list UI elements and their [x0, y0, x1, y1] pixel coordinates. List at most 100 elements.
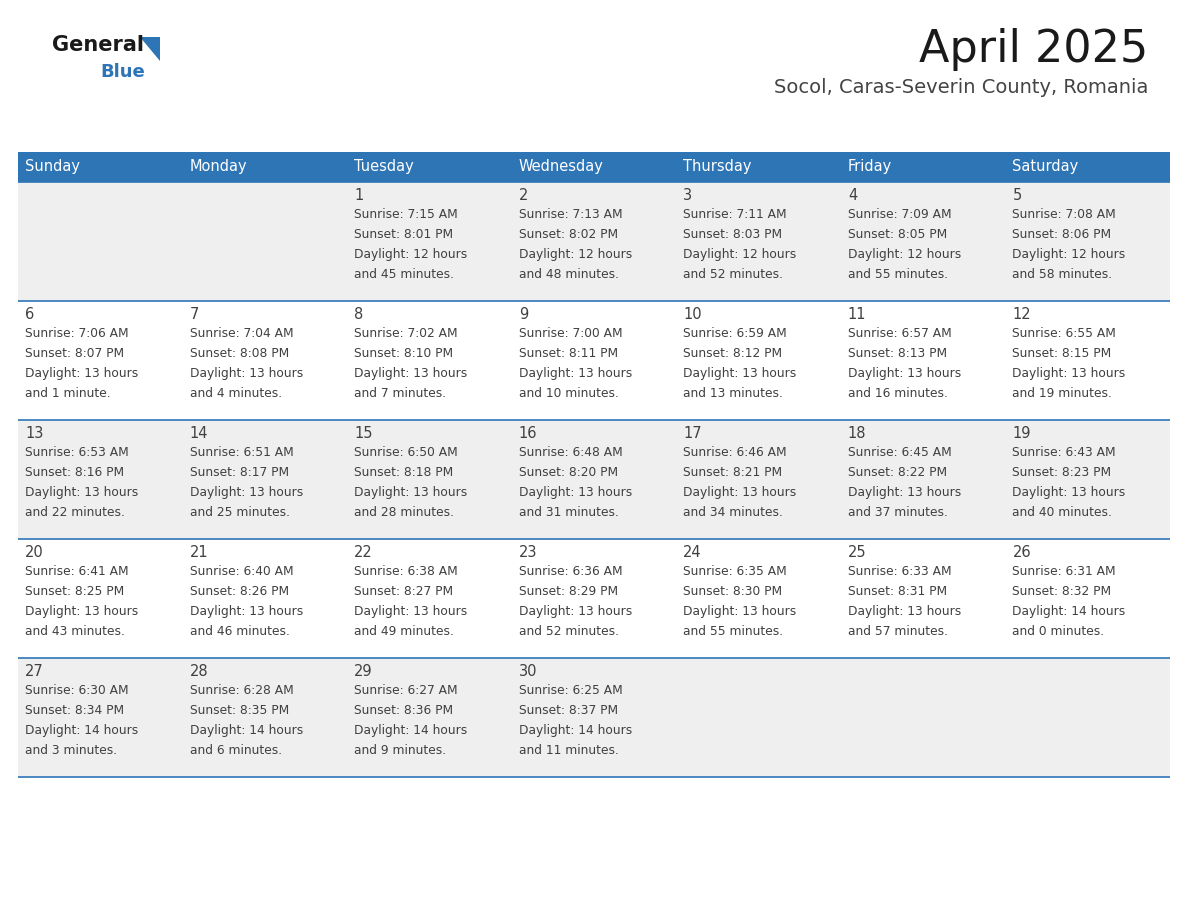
Text: Sunset: 8:29 PM: Sunset: 8:29 PM: [519, 585, 618, 598]
Text: and 46 minutes.: and 46 minutes.: [190, 625, 290, 638]
Text: and 25 minutes.: and 25 minutes.: [190, 506, 290, 519]
Text: Sunrise: 6:27 AM: Sunrise: 6:27 AM: [354, 684, 457, 697]
Text: 8: 8: [354, 307, 364, 322]
Text: Sunrise: 6:28 AM: Sunrise: 6:28 AM: [190, 684, 293, 697]
Bar: [676, 152, 841, 182]
Text: Daylight: 13 hours: Daylight: 13 hours: [354, 367, 467, 380]
Text: Socol, Caras-Severin County, Romania: Socol, Caras-Severin County, Romania: [773, 78, 1148, 97]
Text: Sunset: 8:08 PM: Sunset: 8:08 PM: [190, 347, 289, 360]
Text: Sunday: Sunday: [25, 160, 80, 174]
Text: and 45 minutes.: and 45 minutes.: [354, 268, 454, 281]
Text: Sunrise: 7:15 AM: Sunrise: 7:15 AM: [354, 208, 457, 221]
Bar: [18, 152, 183, 182]
Text: Daylight: 13 hours: Daylight: 13 hours: [848, 367, 961, 380]
Text: 24: 24: [683, 545, 702, 560]
Text: Sunset: 8:01 PM: Sunset: 8:01 PM: [354, 228, 454, 241]
Bar: [183, 152, 347, 182]
Text: and 58 minutes.: and 58 minutes.: [1012, 268, 1112, 281]
Text: Sunset: 8:10 PM: Sunset: 8:10 PM: [354, 347, 454, 360]
Text: Sunset: 8:05 PM: Sunset: 8:05 PM: [848, 228, 947, 241]
Bar: [841, 152, 1005, 182]
Bar: [1005, 152, 1170, 182]
Text: Sunset: 8:26 PM: Sunset: 8:26 PM: [190, 585, 289, 598]
Text: Daylight: 13 hours: Daylight: 13 hours: [683, 486, 796, 499]
Text: Sunrise: 7:00 AM: Sunrise: 7:00 AM: [519, 327, 623, 340]
Bar: [18, 301, 1170, 420]
Text: and 1 minute.: and 1 minute.: [25, 387, 110, 400]
Text: Sunrise: 6:46 AM: Sunrise: 6:46 AM: [683, 446, 786, 459]
Text: Sunrise: 6:38 AM: Sunrise: 6:38 AM: [354, 565, 457, 578]
Text: Sunset: 8:17 PM: Sunset: 8:17 PM: [190, 466, 289, 479]
Bar: [347, 152, 512, 182]
Text: 19: 19: [1012, 426, 1031, 441]
Text: and 48 minutes.: and 48 minutes.: [519, 268, 619, 281]
Text: 22: 22: [354, 545, 373, 560]
Text: Sunset: 8:02 PM: Sunset: 8:02 PM: [519, 228, 618, 241]
Text: Sunset: 8:37 PM: Sunset: 8:37 PM: [519, 704, 618, 717]
Text: Daylight: 13 hours: Daylight: 13 hours: [25, 605, 138, 618]
Text: 21: 21: [190, 545, 208, 560]
Text: Sunset: 8:35 PM: Sunset: 8:35 PM: [190, 704, 289, 717]
Text: Daylight: 13 hours: Daylight: 13 hours: [354, 486, 467, 499]
Text: Sunset: 8:30 PM: Sunset: 8:30 PM: [683, 585, 783, 598]
Text: Daylight: 14 hours: Daylight: 14 hours: [25, 724, 138, 737]
Text: Daylight: 12 hours: Daylight: 12 hours: [519, 248, 632, 261]
Text: Sunrise: 6:45 AM: Sunrise: 6:45 AM: [848, 446, 952, 459]
Text: 2: 2: [519, 188, 529, 203]
Text: Sunset: 8:21 PM: Sunset: 8:21 PM: [683, 466, 783, 479]
Text: Sunrise: 7:13 AM: Sunrise: 7:13 AM: [519, 208, 623, 221]
Text: 11: 11: [848, 307, 866, 322]
Text: Sunrise: 7:04 AM: Sunrise: 7:04 AM: [190, 327, 293, 340]
Text: Daylight: 13 hours: Daylight: 13 hours: [683, 367, 796, 380]
Bar: [18, 182, 1170, 301]
Text: and 28 minutes.: and 28 minutes.: [354, 506, 454, 519]
Text: Sunrise: 6:36 AM: Sunrise: 6:36 AM: [519, 565, 623, 578]
Text: Sunrise: 7:06 AM: Sunrise: 7:06 AM: [25, 327, 128, 340]
Text: 20: 20: [25, 545, 44, 560]
Text: Sunrise: 6:43 AM: Sunrise: 6:43 AM: [1012, 446, 1116, 459]
Bar: [18, 539, 1170, 658]
Text: 18: 18: [848, 426, 866, 441]
Text: Daylight: 13 hours: Daylight: 13 hours: [190, 367, 303, 380]
Bar: [18, 420, 1170, 539]
Text: Sunrise: 7:11 AM: Sunrise: 7:11 AM: [683, 208, 786, 221]
Text: 30: 30: [519, 664, 537, 679]
Text: and 11 minutes.: and 11 minutes.: [519, 744, 619, 757]
Text: 3: 3: [683, 188, 693, 203]
Text: and 57 minutes.: and 57 minutes.: [848, 625, 948, 638]
Text: Sunrise: 6:48 AM: Sunrise: 6:48 AM: [519, 446, 623, 459]
Text: Sunset: 8:11 PM: Sunset: 8:11 PM: [519, 347, 618, 360]
Text: and 31 minutes.: and 31 minutes.: [519, 506, 619, 519]
Text: Sunset: 8:13 PM: Sunset: 8:13 PM: [848, 347, 947, 360]
Text: and 6 minutes.: and 6 minutes.: [190, 744, 282, 757]
Text: Sunset: 8:22 PM: Sunset: 8:22 PM: [848, 466, 947, 479]
Text: 5: 5: [1012, 188, 1022, 203]
Text: Sunrise: 6:59 AM: Sunrise: 6:59 AM: [683, 327, 786, 340]
Text: Sunset: 8:15 PM: Sunset: 8:15 PM: [1012, 347, 1112, 360]
Text: and 7 minutes.: and 7 minutes.: [354, 387, 447, 400]
Text: Friday: Friday: [848, 160, 892, 174]
Text: and 10 minutes.: and 10 minutes.: [519, 387, 619, 400]
Text: Daylight: 13 hours: Daylight: 13 hours: [25, 367, 138, 380]
Text: and 43 minutes.: and 43 minutes.: [25, 625, 125, 638]
Text: Sunrise: 6:35 AM: Sunrise: 6:35 AM: [683, 565, 786, 578]
Text: 13: 13: [25, 426, 44, 441]
Text: Sunrise: 6:53 AM: Sunrise: 6:53 AM: [25, 446, 128, 459]
Text: Daylight: 12 hours: Daylight: 12 hours: [683, 248, 796, 261]
Text: Daylight: 13 hours: Daylight: 13 hours: [190, 486, 303, 499]
Text: Sunset: 8:31 PM: Sunset: 8:31 PM: [848, 585, 947, 598]
Text: 12: 12: [1012, 307, 1031, 322]
Text: Daylight: 13 hours: Daylight: 13 hours: [519, 486, 632, 499]
Bar: [512, 152, 676, 182]
Text: Daylight: 13 hours: Daylight: 13 hours: [190, 605, 303, 618]
Text: and 9 minutes.: and 9 minutes.: [354, 744, 447, 757]
Text: and 19 minutes.: and 19 minutes.: [1012, 387, 1112, 400]
Text: and 55 minutes.: and 55 minutes.: [683, 625, 783, 638]
Text: and 40 minutes.: and 40 minutes.: [1012, 506, 1112, 519]
Text: 4: 4: [848, 188, 857, 203]
Text: and 52 minutes.: and 52 minutes.: [683, 268, 783, 281]
Text: Sunset: 8:12 PM: Sunset: 8:12 PM: [683, 347, 783, 360]
Text: 15: 15: [354, 426, 373, 441]
Text: Sunrise: 6:31 AM: Sunrise: 6:31 AM: [1012, 565, 1116, 578]
Text: Wednesday: Wednesday: [519, 160, 604, 174]
